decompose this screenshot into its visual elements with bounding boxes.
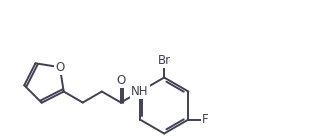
Text: O: O — [55, 61, 64, 74]
Text: Br: Br — [158, 54, 171, 67]
Text: NH: NH — [131, 85, 149, 98]
Text: F: F — [202, 113, 209, 126]
Text: O: O — [116, 74, 125, 87]
